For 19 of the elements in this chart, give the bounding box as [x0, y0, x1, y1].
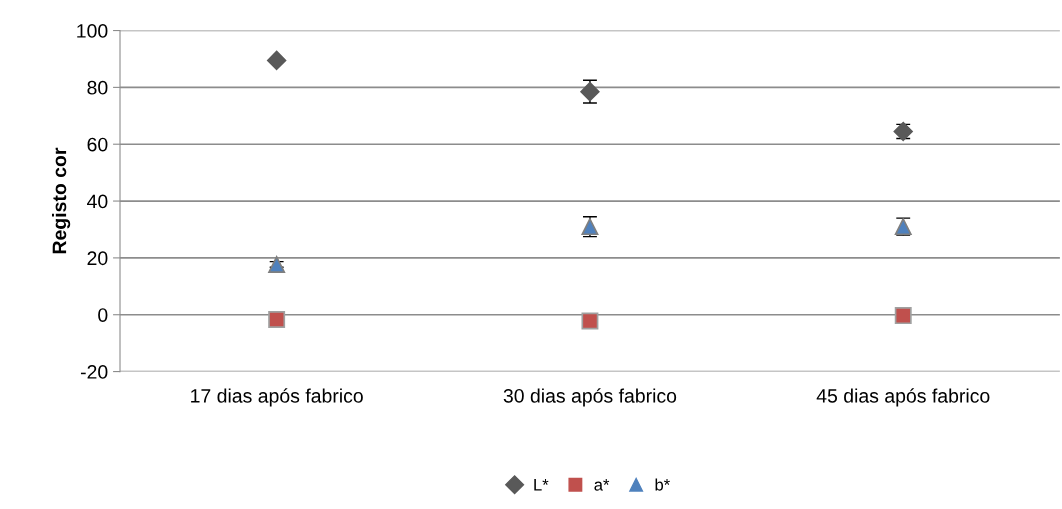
y-tick-label: -20 — [80, 365, 108, 379]
point — [268, 255, 286, 273]
point — [266, 50, 287, 71]
point — [581, 312, 599, 330]
legend-label: a* — [594, 479, 610, 491]
x-tick-label: 45 dias após fabrico — [816, 388, 990, 407]
x-tick-label: 17 dias após fabrico — [191, 388, 363, 407]
y-tick-label: 100 — [77, 24, 108, 38]
y-tick-label: 0 — [98, 308, 108, 322]
point — [894, 307, 912, 325]
y-axis-title: Registo cor — [52, 147, 71, 254]
point — [268, 311, 286, 329]
x-tick-label: 30 dias após fabrico — [503, 388, 677, 407]
y-tick-label: 20 — [87, 251, 108, 266]
y-tick-label: 80 — [87, 80, 108, 95]
legend-label: b* — [655, 478, 670, 491]
y-tick-label: 60 — [87, 137, 108, 152]
y-tick-label: 40 — [87, 194, 108, 209]
legend-label: L* — [534, 479, 549, 491]
